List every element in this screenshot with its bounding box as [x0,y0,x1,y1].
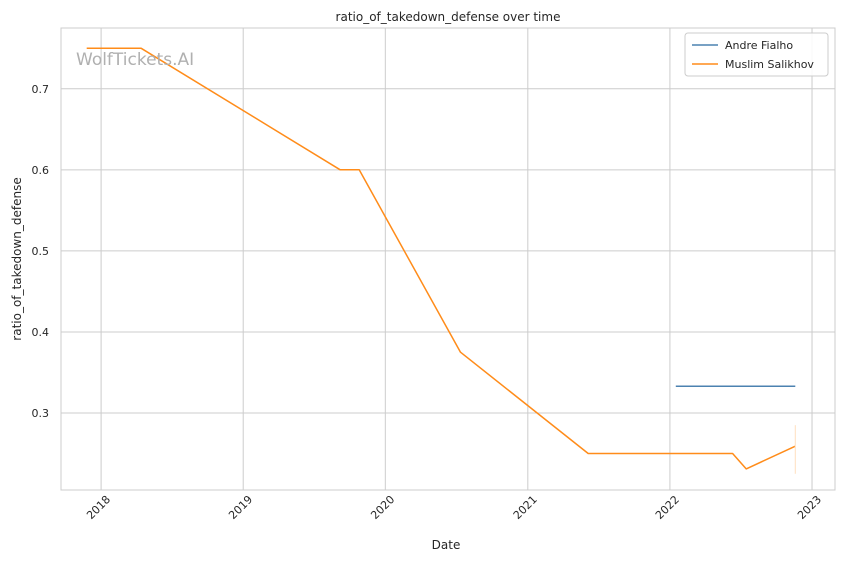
y-axis-title: ratio_of_takedown_defense [10,177,24,340]
series-layer [86,47,796,474]
legend: Andre Fialho Muslim Salikhov [684,32,829,77]
legend-label-muslim-salikhov: Muslim Salikhov [725,58,814,71]
plot-area [60,27,836,491]
y-tick-label: 0.5 [32,245,50,258]
x-tick-label: 2022 [653,493,682,522]
y-tick-label: 0.6 [32,164,50,177]
watermark: WolfTickets.AI [76,50,194,70]
x-tick-label: 2018 [84,493,113,522]
x-tick-label: 2023 [795,493,824,522]
x-tick-label: 2020 [368,493,397,522]
series-line-muslim-salikhov [86,47,796,470]
legend-box [684,32,829,77]
grid [61,28,835,490]
chart-title: ratio_of_takedown_defense over time [336,10,561,24]
y-tick-label: 0.3 [32,407,50,420]
legend-label-andre-fialho: Andre Fialho [725,39,793,52]
x-tick-label: 2021 [511,493,540,522]
y-tick-label: 0.4 [32,326,50,339]
x-axis-title: Date [432,538,461,552]
y-tick-label: 0.7 [32,83,50,96]
x-tick-label: 2019 [226,493,255,522]
